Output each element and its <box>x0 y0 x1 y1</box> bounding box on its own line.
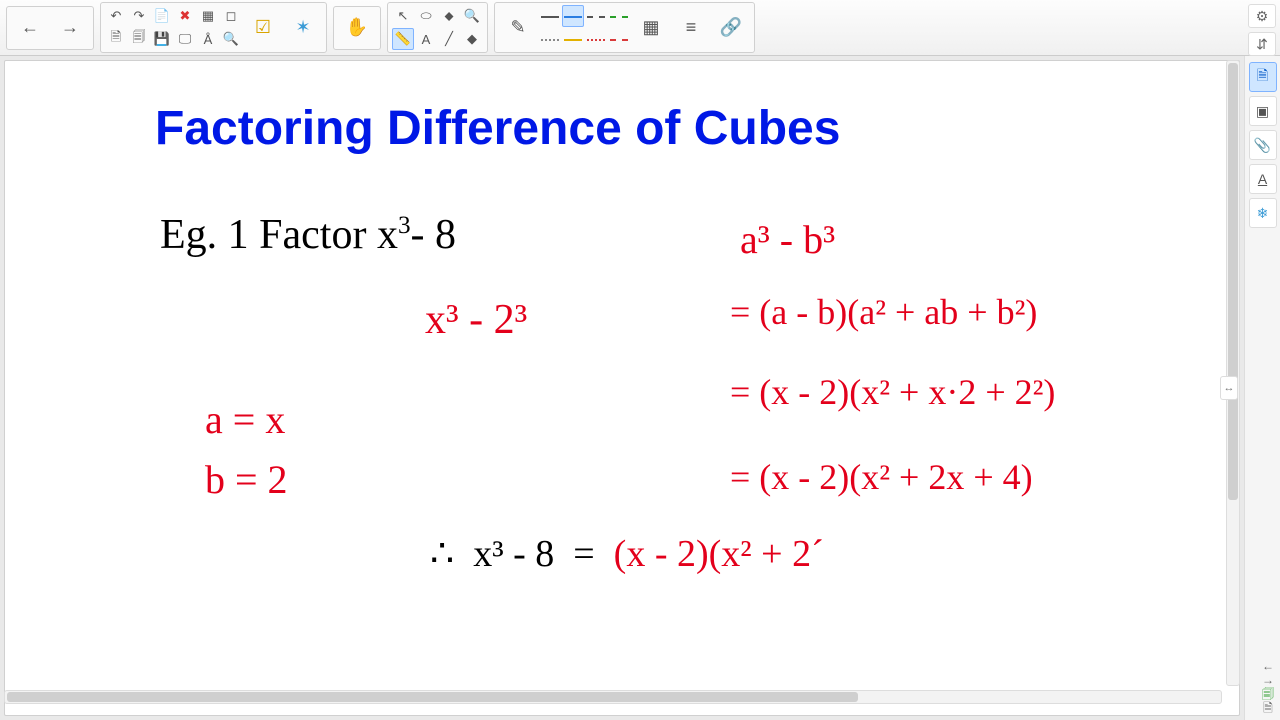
settings-button[interactable]: ⚙ <box>1248 4 1276 28</box>
example-heading: Eg. 1 Factor x3- 8 <box>160 211 456 259</box>
rail-attach-button[interactable]: 📎 <box>1249 130 1277 160</box>
main-area: Factoring Difference of Cubes Eg. 1 Fact… <box>0 56 1280 720</box>
table-button[interactable]: ▦ <box>197 5 219 27</box>
resize-button[interactable]: ⇵ <box>1248 32 1276 56</box>
open-button[interactable]: 🗎 <box>105 28 127 50</box>
line-style-1[interactable] <box>562 5 584 27</box>
back-button[interactable]: ← <box>11 9 49 47</box>
fill-tool[interactable]: ⬥ <box>438 5 460 27</box>
delete-button[interactable]: ✖ <box>174 5 196 27</box>
rewrite-x3-23: x³ - 2³ <box>425 296 527 344</box>
pointer-tool[interactable]: ↖ <box>392 5 414 27</box>
right-rail: 🗎 ▣ 📎 A ❄ ← → 🗐 🗎 <box>1244 56 1280 720</box>
formula-simplified: = (x - 2)(x² + 2x + 4) <box>730 456 1033 498</box>
page-prev[interactable]: ← <box>1262 660 1274 672</box>
conclusion-tail: ˊ <box>811 533 824 575</box>
link-button[interactable]: 🔗 <box>712 9 750 47</box>
rail-shapes-button[interactable]: ❄ <box>1249 198 1277 228</box>
pen-group: ✎ ▦ ≡ 🔗 <box>494 2 755 53</box>
therefore-symbol: ∴ <box>430 533 473 575</box>
frame-button[interactable]: ◻ <box>220 5 242 27</box>
app-root: ← → ↶ ↷ 📄 ✖ ▦ ◻ 🗎 🗐 💾 🖵 Å <box>0 0 1280 720</box>
eg-tail: - 8 <box>411 212 457 258</box>
horizontal-scroll-thumb[interactable] <box>7 692 858 702</box>
main-toolbar: ← → ↶ ↷ 📄 ✖ ▦ ◻ 🗎 🗐 💾 🖵 Å <box>0 0 1280 56</box>
page-nav: ← → 🗐 🗎 <box>1262 660 1274 714</box>
expand-panel-toggle[interactable]: ↔ <box>1220 376 1238 400</box>
magnify-tool[interactable]: 🔍 <box>461 5 483 27</box>
eg-label: Eg. 1 Factor x <box>160 212 398 258</box>
eg-sup: 3 <box>398 212 411 239</box>
edit-group: ↶ ↷ 📄 ✖ ▦ ◻ 🗎 🗐 💾 🖵 Å 🔍 ☑ ✶ <box>100 2 327 53</box>
hand-tool[interactable]: ✋ <box>338 9 376 47</box>
forward-button[interactable]: → <box>51 9 89 47</box>
corner-controls: ⚙ ⇵ <box>1248 4 1276 56</box>
hand-group: ✋ <box>333 6 381 50</box>
line-style-0[interactable] <box>539 5 561 27</box>
rail-text-button[interactable]: A <box>1249 164 1277 194</box>
line-style-2[interactable] <box>585 5 607 27</box>
formula-expansion: = (a - b)(a² + ab + b²) <box>730 291 1037 333</box>
assign-b: b = 2 <box>205 456 288 503</box>
whiteboard-canvas[interactable]: Factoring Difference of Cubes Eg. 1 Fact… <box>4 60 1240 716</box>
line-style-7[interactable] <box>608 28 630 50</box>
line-style-4[interactable] <box>539 28 561 50</box>
line-tool[interactable]: ╱ <box>438 28 460 50</box>
color-palette-button[interactable]: ▦ <box>632 9 670 47</box>
conclusion-rhs: (x - 2)(x² + 2 <box>614 533 811 575</box>
text-tool[interactable]: A <box>415 28 437 50</box>
assign-a: a = x <box>205 396 285 443</box>
align-button[interactable]: ≡ <box>672 9 710 47</box>
zoom-button[interactable]: 🔍 <box>220 28 242 50</box>
line-style-grid <box>539 5 630 50</box>
font-button[interactable]: Å <box>197 28 219 50</box>
redo-button[interactable]: ↷ <box>128 5 150 27</box>
conclusion-lhs: x³ - 8 = <box>473 533 613 575</box>
eraser-tool[interactable]: ◆ <box>461 28 483 50</box>
formula-substituted: = (x - 2)(x² + x·2 + 2²) <box>730 371 1055 413</box>
ruler-tool[interactable]: 📏 <box>392 28 414 50</box>
page-next[interactable]: → <box>1262 674 1274 686</box>
vertical-scroll-thumb[interactable] <box>1228 63 1238 500</box>
lasso-tool[interactable]: ⬭ <box>415 5 437 27</box>
pen-tool[interactable]: ✎ <box>499 9 537 47</box>
line-style-3[interactable] <box>608 5 630 27</box>
vertical-scrollbar[interactable] <box>1226 60 1240 686</box>
new-page-button[interactable]: 📄 <box>151 5 173 27</box>
page-doc[interactable]: 🗎 <box>1263 702 1273 714</box>
select-group: ↖ ⬭ ⬥ 🔍 📏 A ╱ ◆ <box>387 2 488 53</box>
line-style-5[interactable] <box>562 28 584 50</box>
screen-button[interactable]: 🖵 <box>174 28 196 50</box>
formula-a3-b3: a³ - b³ <box>740 216 835 263</box>
conclusion-line: ∴ x³ - 8 = (x - 2)(x² + 2ˊ <box>430 531 824 576</box>
horizontal-scrollbar[interactable] <box>4 690 1222 704</box>
rail-layers-button[interactable]: ▣ <box>1249 96 1277 126</box>
rail-page-button[interactable]: 🗎 <box>1249 62 1277 92</box>
page-title: Factoring Difference of Cubes <box>155 101 840 156</box>
copy-button[interactable]: 🗐 <box>128 28 150 50</box>
nav-group: ← → <box>6 6 94 50</box>
save-button[interactable]: 💾 <box>151 28 173 50</box>
line-style-6[interactable] <box>585 28 607 50</box>
page-copy[interactable]: 🗐 <box>1262 688 1274 700</box>
undo-button[interactable]: ↶ <box>105 5 127 27</box>
canvas-wrap: Factoring Difference of Cubes Eg. 1 Fact… <box>0 56 1244 720</box>
checkbox-tool[interactable]: ☑ <box>244 9 282 47</box>
bug-tool[interactable]: ✶ <box>284 9 322 47</box>
